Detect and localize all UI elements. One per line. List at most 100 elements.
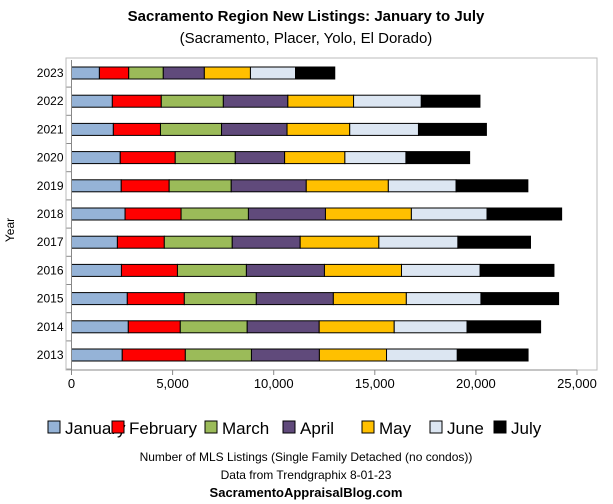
legend-label-february: February (129, 419, 198, 438)
legend-label-january: January (65, 419, 126, 438)
bar-april-2021 (221, 122, 288, 136)
x-tick-label: 0 (68, 376, 75, 391)
bar-june-2015 (405, 292, 482, 306)
bar-march-2017 (163, 235, 233, 249)
bar-february-2017 (116, 235, 165, 249)
bar-may-2021 (286, 122, 351, 136)
bar-april-2023 (162, 66, 205, 80)
bar-april-2016 (245, 263, 325, 277)
chart-subtitle: (Sacramento, Placer, Yolo, El Dorado) (180, 30, 433, 47)
legend-swatch-may (361, 420, 375, 434)
bar-may-2020 (284, 151, 346, 165)
bar-february-2019 (120, 179, 170, 193)
bar-march-2018 (180, 207, 249, 221)
bar-january-2013 (71, 348, 123, 362)
bar-april-2014 (246, 320, 320, 334)
bar-june-2020 (344, 151, 407, 165)
y-tick-label: 2023 (37, 66, 64, 80)
bar-march-2022 (160, 94, 224, 108)
bar-may-2018 (324, 207, 412, 221)
bar-february-2014 (127, 320, 181, 334)
legend-swatch-march (204, 420, 218, 434)
legend-label-may: May (379, 419, 412, 438)
bar-march-2021 (159, 122, 223, 136)
bar-february-2023 (98, 66, 130, 80)
legend-label-june: June (447, 419, 484, 438)
legend-swatch-january (47, 420, 61, 434)
bar-march-2020 (174, 151, 236, 165)
y-tick-label: 2022 (37, 94, 64, 108)
y-tick-label: 2019 (37, 179, 64, 193)
bar-may-2017 (299, 235, 380, 249)
bar-april-2015 (255, 292, 334, 306)
bar-june-2023 (249, 66, 297, 80)
bar-july-2014 (466, 320, 542, 334)
bar-july-2023 (295, 66, 336, 80)
bar-july-2019 (455, 179, 529, 193)
bar-july-2013 (456, 348, 529, 362)
bar-april-2019 (230, 179, 307, 193)
bar-june-2016 (400, 263, 481, 277)
bar-april-2013 (250, 348, 320, 362)
legend-label-july: July (511, 419, 542, 438)
y-tick-label: 2017 (37, 235, 64, 249)
bar-may-2013 (318, 348, 388, 362)
bar-may-2015 (332, 292, 407, 306)
x-tick-label: 5,000 (156, 376, 189, 391)
bar-june-2019 (387, 179, 457, 193)
y-tick-label: 2018 (37, 207, 64, 221)
bar-april-2020 (234, 151, 286, 165)
legend-swatch-june (429, 420, 443, 434)
source-note: Data from Trendgraphix 8-01-23 (221, 468, 392, 482)
bar-april-2018 (247, 207, 326, 221)
bar-may-2022 (287, 94, 355, 108)
bar-july-2021 (417, 122, 487, 136)
bar-january-2014 (71, 320, 129, 334)
bar-january-2016 (71, 263, 122, 277)
chart-title: Sacramento Region New Listings: January … (128, 8, 485, 25)
legend-label-march: March (222, 419, 269, 438)
bar-may-2019 (305, 179, 389, 193)
bar-january-2017 (71, 235, 118, 249)
y-tick-label: 2020 (37, 151, 64, 165)
y-tick-label: 2021 (37, 122, 64, 136)
bar-march-2023 (128, 66, 164, 80)
bar-july-2020 (405, 151, 471, 165)
bar-april-2017 (231, 235, 301, 249)
bar-january-2018 (71, 207, 126, 221)
y-tick-label: 2014 (37, 320, 64, 334)
bar-january-2021 (71, 122, 114, 136)
bar-july-2015 (480, 292, 560, 306)
bar-march-2019 (168, 179, 232, 193)
bar-march-2013 (184, 348, 252, 362)
bar-january-2023 (71, 66, 100, 80)
bar-march-2015 (183, 292, 257, 306)
bar-june-2013 (386, 348, 458, 362)
bar-june-2017 (378, 235, 459, 249)
bar-june-2021 (349, 122, 419, 136)
bar-july-2018 (486, 207, 563, 221)
bar-february-2020 (119, 151, 176, 165)
x-tick-label: 10,000 (254, 376, 294, 391)
y-tick-label: 2016 (37, 263, 64, 277)
bar-may-2014 (318, 320, 395, 334)
bar-july-2022 (420, 94, 481, 108)
bar-february-2015 (126, 292, 185, 306)
bar-may-2016 (323, 263, 402, 277)
bar-july-2016 (479, 263, 555, 277)
x-tick-label: 15,000 (355, 376, 395, 391)
x-axis-label: Number of MLS Listings (Single Family De… (140, 450, 473, 464)
legend-swatch-february (111, 420, 125, 434)
bar-january-2015 (71, 292, 128, 306)
legend-label-april: April (300, 419, 334, 438)
bar-march-2014 (179, 320, 248, 334)
bar-march-2016 (176, 263, 247, 277)
x-tick-label: 20,000 (456, 376, 496, 391)
bar-may-2023 (203, 66, 251, 80)
bar-january-2022 (71, 94, 113, 108)
bar-june-2014 (393, 320, 468, 334)
legend-swatch-july (493, 420, 507, 434)
bar-april-2022 (222, 94, 289, 108)
bar-january-2020 (71, 151, 121, 165)
